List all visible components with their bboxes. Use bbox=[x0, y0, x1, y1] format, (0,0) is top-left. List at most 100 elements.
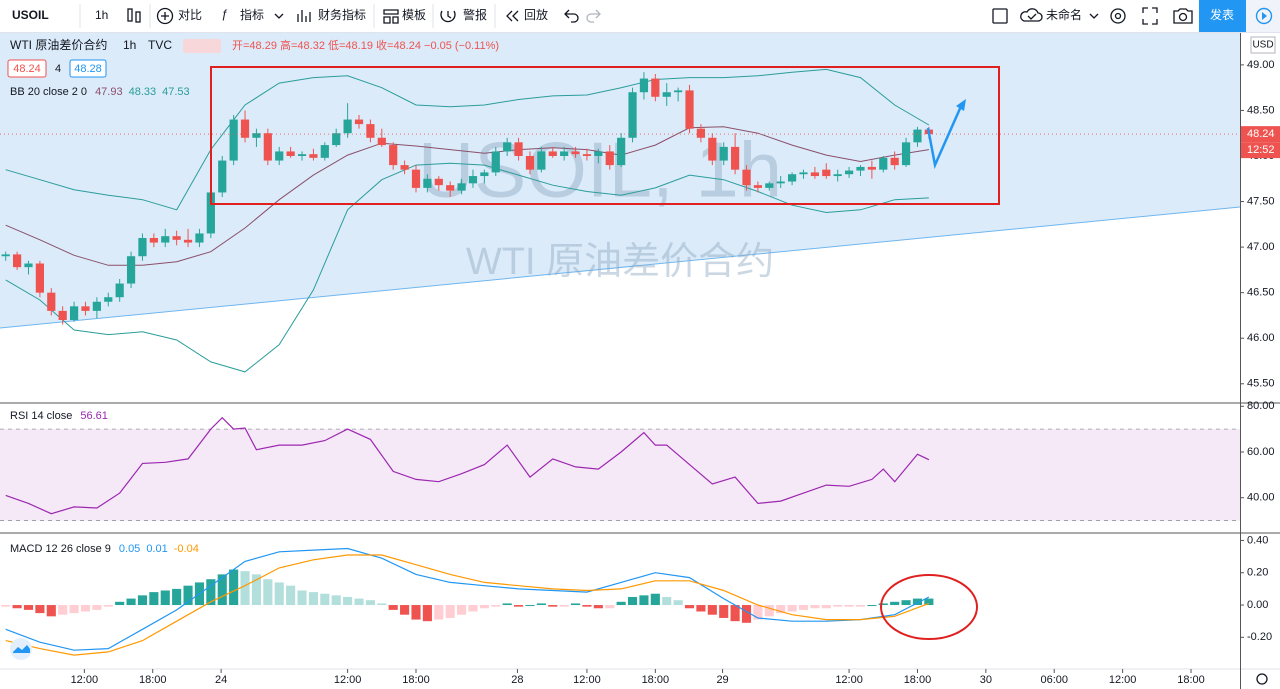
layout-caret[interactable] bbox=[1089, 13, 1099, 19]
alert-button[interactable]: 警报 bbox=[463, 7, 487, 22]
y-tick-label: 0.00 bbox=[1247, 599, 1268, 611]
forecast-arrow[interactable] bbox=[926, 103, 964, 170]
channel-fill bbox=[0, 33, 1240, 328]
x-tick-label: 12:00 bbox=[71, 674, 99, 686]
indicator-value: -0.04 bbox=[174, 543, 199, 555]
histogram-bar bbox=[240, 571, 250, 606]
x-tick-label: 12:00 bbox=[835, 674, 863, 686]
histogram-bar bbox=[183, 585, 193, 606]
candle-body bbox=[81, 306, 90, 311]
indicators-caret[interactable] bbox=[274, 13, 284, 19]
candle-body bbox=[457, 183, 466, 191]
histogram-bar bbox=[479, 605, 489, 609]
histogram-bar bbox=[388, 605, 398, 610]
histogram-bar bbox=[673, 600, 683, 606]
candle-body bbox=[92, 301, 101, 311]
y-tick-label: 49.00 bbox=[1247, 59, 1275, 71]
countdown-label: 12:52 bbox=[1247, 144, 1275, 156]
candle-body bbox=[47, 292, 56, 311]
bar-style-icon[interactable] bbox=[127, 8, 141, 23]
candle-body bbox=[275, 151, 284, 161]
y-tick-label: 46.00 bbox=[1247, 332, 1275, 344]
range-box[interactable] bbox=[210, 66, 1000, 205]
histogram-bar bbox=[764, 605, 774, 617]
candle-body bbox=[35, 263, 44, 293]
candle-body bbox=[731, 146, 740, 170]
candle-body bbox=[503, 142, 512, 152]
histogram-bar bbox=[867, 605, 877, 607]
histogram-bar bbox=[377, 603, 387, 606]
candle-body bbox=[856, 166, 865, 171]
histogram-bar bbox=[274, 582, 284, 606]
histogram-bar bbox=[331, 595, 341, 606]
histogram-bar bbox=[80, 605, 91, 612]
y-tick-label: 46.50 bbox=[1247, 287, 1275, 299]
settings-icon-core bbox=[1114, 12, 1122, 20]
indicator-value: 47.53 bbox=[162, 86, 190, 98]
redo-button[interactable] bbox=[586, 9, 601, 23]
histogram-bar bbox=[901, 600, 911, 606]
histogram-bar bbox=[35, 605, 45, 614]
watermark-symbol: USOIL, 1h bbox=[418, 126, 782, 214]
candle-body bbox=[787, 174, 797, 182]
candle-body bbox=[662, 92, 671, 97]
candle-body bbox=[594, 151, 603, 156]
trend-line[interactable] bbox=[0, 206, 1240, 329]
histogram-bar bbox=[776, 605, 786, 614]
x-tick-label: 29 bbox=[716, 674, 728, 686]
histogram-bar bbox=[69, 605, 79, 614]
last-price-label: 48.24 bbox=[1247, 128, 1275, 140]
histogram-bar bbox=[103, 605, 113, 607]
histogram-bar bbox=[627, 596, 638, 606]
buy-button[interactable] bbox=[69, 59, 107, 78]
legend-status[interactable] bbox=[183, 39, 221, 53]
watermark-description: WTI 原油差价合约 bbox=[466, 241, 774, 283]
histogram-bar bbox=[741, 605, 752, 623]
currency-box[interactable] bbox=[1250, 36, 1276, 54]
candle-body bbox=[69, 306, 79, 320]
rsi-pane bbox=[0, 416, 1240, 521]
histogram-bar bbox=[582, 605, 592, 607]
symbol-button[interactable]: USOIL bbox=[12, 8, 49, 22]
candle-body bbox=[810, 172, 819, 177]
publish-button[interactable] bbox=[1199, 0, 1246, 32]
candle-body bbox=[104, 297, 113, 302]
highlight-circle[interactable] bbox=[880, 574, 978, 640]
fullscreen-button[interactable] bbox=[1142, 7, 1158, 25]
candle-body bbox=[468, 176, 478, 184]
x-tick-label: 12:00 bbox=[573, 674, 601, 686]
candle-body bbox=[696, 128, 706, 138]
histogram-bar bbox=[684, 605, 695, 609]
histogram-bar bbox=[217, 574, 227, 606]
undo-button[interactable] bbox=[564, 9, 579, 23]
candle-body bbox=[332, 133, 341, 146]
financials-button[interactable]: 财务指标 bbox=[318, 7, 366, 22]
candle-body bbox=[446, 185, 455, 191]
y-tick-label: -0.20 bbox=[1247, 631, 1272, 643]
replay-button[interactable]: 回放 bbox=[524, 7, 548, 22]
candle-body bbox=[685, 90, 694, 129]
histogram-bar bbox=[798, 605, 809, 610]
indicators-button[interactable]: 指标 bbox=[240, 7, 264, 22]
candle-body bbox=[115, 283, 124, 298]
candle-body bbox=[24, 263, 33, 268]
interval-button[interactable]: 1h bbox=[95, 8, 108, 22]
indicator-value: 0.01 bbox=[146, 543, 167, 555]
candle-body bbox=[195, 233, 204, 243]
histogram-bar bbox=[229, 569, 239, 606]
settings-button[interactable] bbox=[1110, 8, 1126, 24]
indicator-label: MACD 12 26 close 9 bbox=[10, 543, 111, 555]
axis-settings-button[interactable] bbox=[1256, 673, 1268, 685]
compare-button[interactable]: 对比 bbox=[178, 8, 202, 22]
select-button[interactable] bbox=[992, 8, 1008, 24]
sell-button[interactable] bbox=[7, 59, 47, 78]
candle-body bbox=[423, 178, 432, 188]
layout-name[interactable]: 未命名 bbox=[1046, 7, 1082, 22]
histogram-bar bbox=[924, 598, 934, 606]
indicator-value: 56.61 bbox=[80, 410, 108, 422]
snapshot-button[interactable] bbox=[1173, 8, 1193, 24]
templates-button[interactable]: 模板 bbox=[402, 8, 426, 22]
compare-icon[interactable] bbox=[156, 7, 174, 25]
indicator-value: 47.93 bbox=[95, 86, 123, 98]
bid-price: 48.24 bbox=[13, 63, 41, 75]
